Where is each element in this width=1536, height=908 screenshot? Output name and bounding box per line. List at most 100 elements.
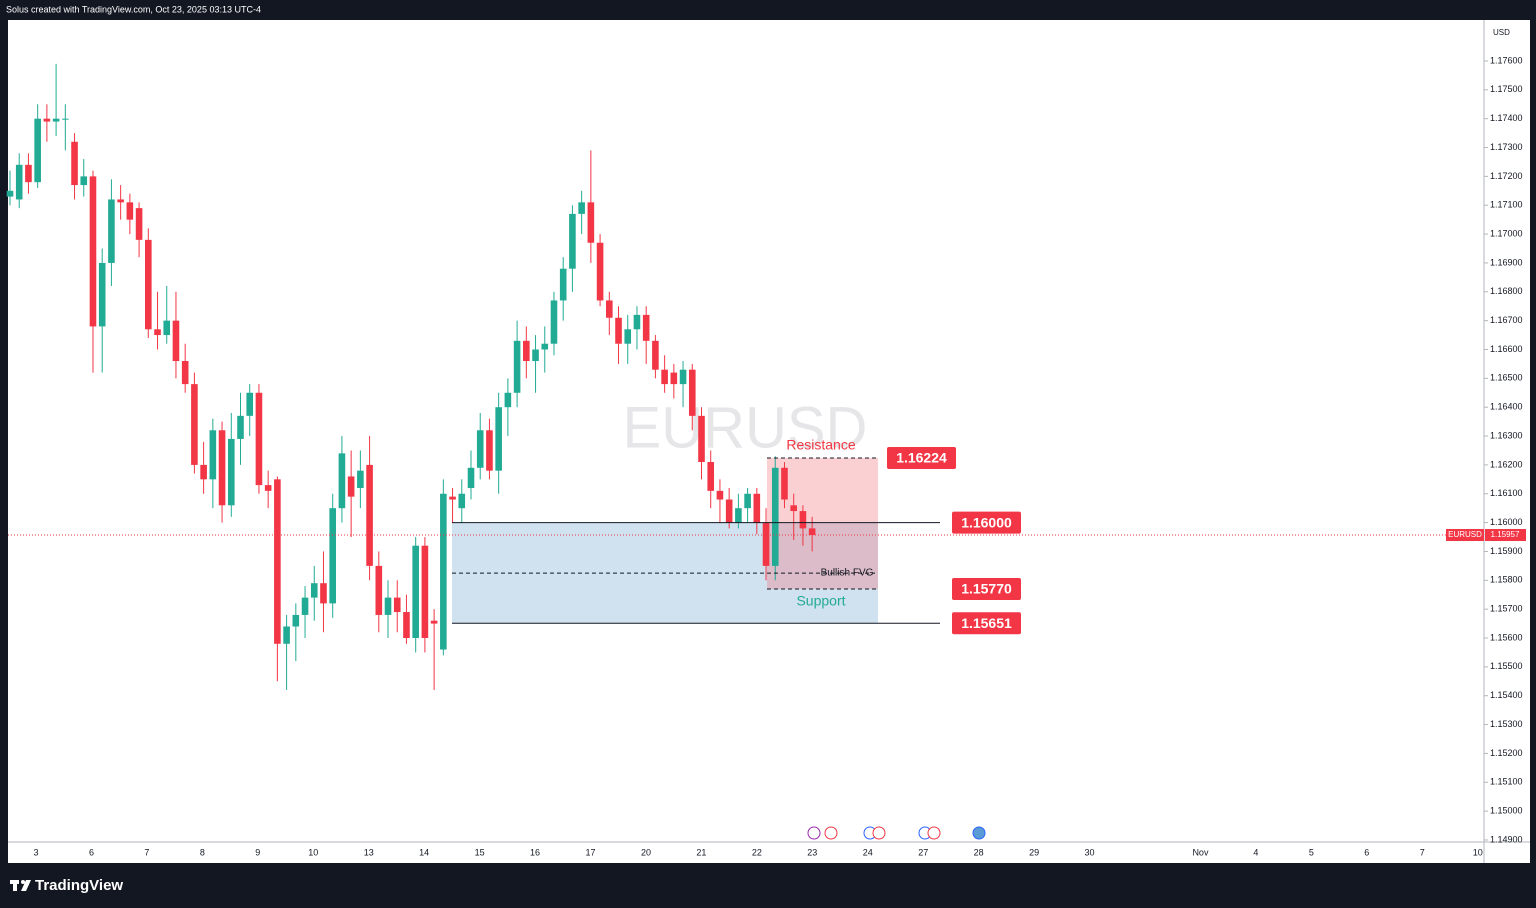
footer-brand: TradingView: [35, 877, 123, 894]
y-tick-label: 1.16200: [1490, 459, 1523, 469]
y-tick-label: 1.16000: [1490, 517, 1523, 527]
candle-body: [541, 343, 549, 350]
candle-body: [181, 361, 189, 385]
y-tick-label: 1.16100: [1490, 488, 1523, 498]
y-tick-label: 1.17500: [1490, 84, 1523, 94]
y-tick-label: 1.17100: [1490, 200, 1523, 210]
y-tick-label: 1.16400: [1490, 402, 1523, 412]
candle-body: [6, 190, 14, 197]
y-tick-label: 1.16600: [1490, 344, 1523, 354]
x-tick-label: 3: [33, 847, 38, 857]
header-text: Solus created with TradingView.com, Oct …: [6, 4, 261, 14]
candle-body: [89, 176, 97, 327]
x-tick-label: 5: [1309, 847, 1314, 857]
candle-body: [458, 493, 466, 509]
x-tick-label: 23: [807, 847, 817, 857]
candle-body: [237, 415, 244, 439]
event-icons: [807, 826, 986, 840]
candle-body: [615, 317, 622, 344]
y-tick-label: 1.15600: [1490, 632, 1523, 642]
x-tick-label: 13: [364, 847, 374, 857]
candle-body: [15, 164, 23, 200]
candle-body: [338, 453, 346, 509]
candle-body: [246, 392, 254, 416]
candle-body: [52, 118, 60, 122]
candle-body: [25, 164, 32, 183]
candle-body: [375, 565, 383, 615]
candle-body: [642, 314, 650, 341]
candle-body: [790, 505, 797, 512]
y-tick-label: 1.15000: [1490, 806, 1523, 816]
candle-body: [357, 470, 364, 488]
x-tick-label: Nov: [1192, 847, 1209, 857]
candle-body: [274, 479, 281, 644]
candle-body: [596, 242, 604, 301]
candle-body: [781, 467, 788, 500]
fvg-label: Bullish FVG: [821, 568, 874, 579]
candle-body: [218, 430, 226, 506]
candle-body: [421, 545, 429, 639]
x-tick-label: 29: [1029, 847, 1039, 857]
candle-body: [172, 320, 180, 362]
x-tick-label: 6: [89, 847, 94, 857]
y-tick-label: 1.15900: [1490, 546, 1523, 556]
level-label-box: [887, 446, 956, 469]
candle-body: [393, 597, 401, 613]
price-tag-box: [1485, 529, 1526, 542]
y-tick-label: 1.16300: [1490, 430, 1523, 440]
candle-body: [513, 340, 521, 393]
y-tick-label: 1.17400: [1490, 113, 1523, 123]
candle-body: [126, 202, 134, 220]
x-tick-label: 24: [863, 847, 873, 857]
y-tick-label: 1.16800: [1490, 286, 1523, 296]
y-tick-label: 1.14900: [1490, 834, 1523, 844]
level-label: 1.15770: [961, 581, 1012, 597]
candle-body: [679, 369, 687, 385]
level-label-box: [952, 612, 1021, 635]
candle-body: [624, 329, 632, 344]
candle-body: [476, 430, 484, 468]
currency-label: USD: [1493, 28, 1510, 37]
candle-body: [98, 262, 106, 327]
x-tick-label: 10: [308, 847, 318, 857]
x-tick-label: 20: [641, 847, 651, 857]
candle-body: [569, 213, 576, 269]
candle-body: [559, 268, 567, 301]
candle-body: [808, 528, 816, 536]
candle-body: [145, 239, 152, 330]
y-tick-label: 1.15100: [1490, 777, 1523, 787]
x-tick-label: 28: [974, 847, 984, 857]
candle-body: [799, 511, 807, 529]
y-tick-label: 1.15700: [1490, 604, 1523, 614]
candle-body: [255, 392, 263, 486]
candle-body: [200, 464, 207, 480]
candle-body: [283, 626, 290, 644]
level-label: 1.15651: [961, 615, 1012, 631]
candle-body: [191, 384, 198, 465]
candle-body: [725, 499, 733, 523]
y-tick-label: 1.17600: [1490, 55, 1523, 65]
candle-body: [532, 349, 539, 362]
x-tick-label: 9: [255, 847, 260, 857]
x-tick-label: 15: [475, 847, 485, 857]
candle-body: [80, 176, 88, 186]
candle-body: [135, 208, 143, 240]
candle-body: [661, 369, 668, 385]
candle-body: [117, 199, 124, 203]
x-tick-label: 17: [585, 847, 595, 857]
candle-body: [430, 620, 438, 624]
watermark: EURUSD: [623, 395, 868, 460]
x-tick-label: 30: [1085, 847, 1095, 857]
candle-body: [670, 372, 678, 385]
candle-body: [264, 485, 272, 491]
x-tick-label: 22: [752, 847, 762, 857]
candle-body: [606, 300, 613, 318]
candle-body: [688, 369, 696, 416]
x-tick-label: 27: [918, 847, 928, 857]
candle-body: [154, 329, 161, 336]
candle-body: [34, 118, 41, 183]
level-label: 1.16000: [961, 514, 1012, 530]
candle-body: [587, 202, 595, 243]
candle-body: [467, 467, 475, 488]
